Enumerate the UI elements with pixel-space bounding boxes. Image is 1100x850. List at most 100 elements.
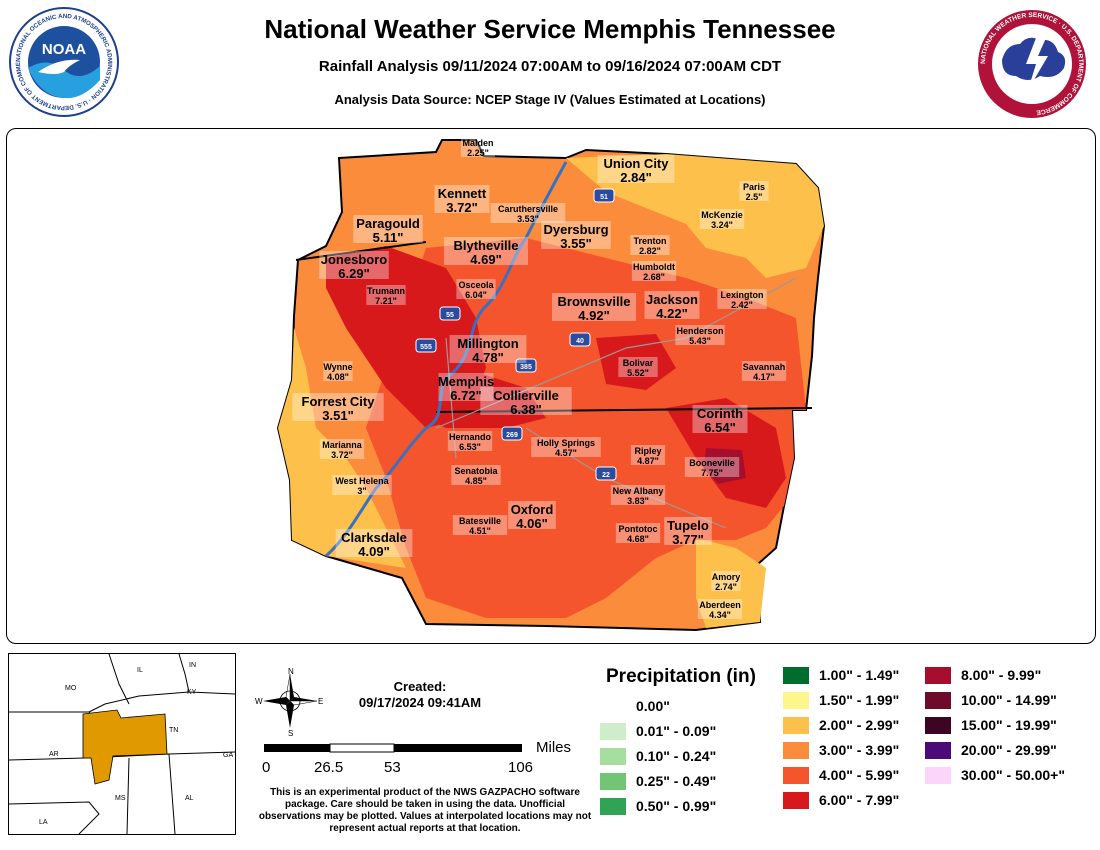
legend-title: Precipitation (in) xyxy=(606,666,756,687)
interstate-number: 55 xyxy=(446,312,454,319)
state-lines xyxy=(9,654,235,834)
location-rainfall-value: 7.21" xyxy=(375,296,397,306)
location-rainfall-value: 6.72" xyxy=(450,388,481,403)
interstate-shield: 22 xyxy=(595,466,617,481)
location-name: Lexington xyxy=(721,290,764,300)
legend-label: 8.00" - 9.99" xyxy=(961,667,1042,683)
location-label-bg xyxy=(692,405,748,433)
location-name: Trumann xyxy=(367,286,405,296)
location-label-bg xyxy=(541,221,611,249)
legend-swatch xyxy=(925,742,951,759)
location-rainfall-value: 4.69" xyxy=(470,252,501,267)
location-name: West Helena xyxy=(335,476,389,486)
interstate-number: 40 xyxy=(576,338,584,345)
legend-label: 3.00" - 3.99" xyxy=(819,742,900,758)
location-rainfall-value: 2.84" xyxy=(620,170,651,185)
location-label-bg xyxy=(531,437,601,457)
legend-label: 30.00" - 50.00+" xyxy=(961,767,1065,783)
interstate-shield: 385 xyxy=(515,358,537,373)
location-label-bg xyxy=(675,325,725,345)
legend-swatch xyxy=(925,767,951,784)
interstate-number: 269 xyxy=(506,432,518,439)
location-rainfall-value: 4.08" xyxy=(327,372,349,382)
location-label-bg xyxy=(447,431,493,451)
location-rainfall-value: 4.68" xyxy=(627,534,649,544)
legend-swatch xyxy=(600,748,626,765)
location-rainfall-value: 6.38" xyxy=(510,402,541,417)
location-label-bg xyxy=(610,485,666,505)
inset-state-tn: TN xyxy=(169,727,178,734)
rain-6-8-region-bolivar xyxy=(596,334,676,390)
inset-state-in: IN xyxy=(189,662,196,669)
location-label-bg xyxy=(697,599,743,619)
legend-label: 0.00" xyxy=(636,698,670,714)
location-name: Forrest City xyxy=(302,394,376,409)
noaa-logo: NATIONAL OCEANIC AND ATMOSPHERIC ADMINIS… xyxy=(8,6,119,117)
state-border-tn-ms xyxy=(435,407,813,413)
location-label-bg xyxy=(434,185,490,213)
location-label-bg xyxy=(443,237,529,265)
location-name: Bolivar xyxy=(623,358,654,368)
location-rainfall-value: 2.68" xyxy=(643,272,665,282)
location-name: Jackson xyxy=(646,292,698,307)
location-label-bg xyxy=(452,515,508,535)
location-name: Senatobia xyxy=(454,466,498,476)
location-label-bg xyxy=(490,203,566,223)
location-rainfall-value: 5.43" xyxy=(689,336,711,346)
created-stamp: Created: 09/17/2024 09:41AM xyxy=(340,679,500,711)
location-label-bg xyxy=(615,523,661,543)
location-name: Booneville xyxy=(689,458,735,468)
location-rainfall-value: 4.22" xyxy=(656,306,687,321)
location-name: Trenton xyxy=(634,236,667,246)
location-label-bg xyxy=(480,387,572,415)
location-label-bg xyxy=(684,457,740,477)
legend-label: 20.00" - 29.99" xyxy=(961,742,1057,758)
interstate-number: 51 xyxy=(600,194,608,201)
location-rainfall-value: 6.54" xyxy=(704,420,735,435)
location-name: Hernando xyxy=(449,432,492,442)
location-name: Paris xyxy=(743,182,765,192)
state-border-mo-ar xyxy=(295,241,427,261)
location-rainfall-value: 3.51" xyxy=(322,408,353,423)
rain-8-10-region-booneville xyxy=(704,448,746,484)
location-rainfall-value: 3" xyxy=(357,486,366,496)
location-name: Malden xyxy=(462,138,493,148)
location-label-bg xyxy=(451,465,501,485)
location-label-bg xyxy=(597,155,675,183)
inset-state-al: AL xyxy=(185,795,194,802)
location-label-bg xyxy=(551,293,637,321)
location-name: Marianna xyxy=(322,440,363,450)
location-rainfall-value: 3.77" xyxy=(672,532,703,547)
created-label: Created: xyxy=(393,679,447,694)
location-label-bg xyxy=(630,445,666,465)
location-rainfall-value: 2.82" xyxy=(639,246,661,256)
location-name: Oxford xyxy=(511,502,554,517)
data-source-note: Analysis Data Source: NCEP Stage IV (Val… xyxy=(334,92,766,107)
interstate-number: 385 xyxy=(520,364,532,371)
scale-tick-106: 106 xyxy=(508,759,533,776)
legend-label: 6.00" - 7.99" xyxy=(819,792,900,808)
location-name: Pontotoc xyxy=(619,524,658,534)
rain-2-3-region-west xyxy=(278,328,406,568)
rain-2-3-region-southeast xyxy=(696,538,766,628)
location-name: Corinth xyxy=(697,406,743,421)
inset-state-ga: GA xyxy=(223,752,233,759)
location-name: Union City xyxy=(604,156,670,171)
interstate-shield: 555 xyxy=(415,338,437,353)
location-label-bg xyxy=(323,361,353,381)
location-label-bg xyxy=(664,517,712,545)
location-label-bg xyxy=(644,291,700,319)
interstate-shield: 40 xyxy=(569,332,591,347)
location-name: Blytheville xyxy=(453,238,518,253)
inset-state-il: IL xyxy=(137,667,143,674)
scale-tick-53: 53 xyxy=(384,759,401,776)
location-rainfall-value: 4.34" xyxy=(709,610,731,620)
location-label-bg xyxy=(335,529,413,557)
legend-label: 0.01" - 0.09" xyxy=(636,723,717,739)
location-name: Kennett xyxy=(438,186,487,201)
location-name: Jonesboro xyxy=(321,252,388,267)
location-name: Henderson xyxy=(676,326,723,336)
location-rainfall-value: 4.85" xyxy=(465,476,487,486)
mississippi-river xyxy=(324,161,568,558)
interstate-shield: 269 xyxy=(501,426,523,441)
